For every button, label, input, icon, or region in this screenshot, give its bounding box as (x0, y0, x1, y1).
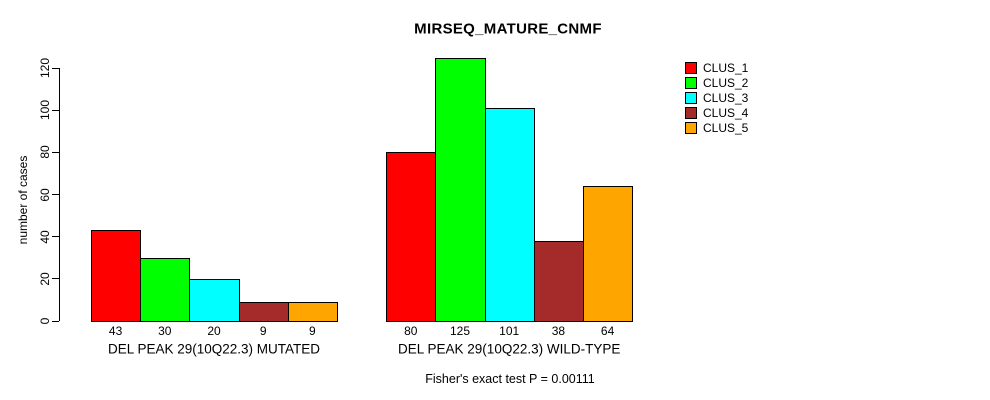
legend-swatch-clus_3 (685, 92, 697, 104)
group-label: DEL PEAK 29(10Q22.3) WILD-TYPE (398, 341, 621, 357)
y-axis-tick-label: 40 (38, 229, 52, 244)
bar-clus_1-group1 (91, 230, 142, 322)
bar-value-label: 43 (108, 324, 123, 338)
legend-label: CLUS_3 (703, 91, 749, 105)
bar-value-label: 80 (404, 324, 418, 338)
bar-clus_4-group2 (533, 240, 584, 322)
bar-value-label: 9 (259, 324, 267, 338)
legend-swatch-clus_4 (685, 107, 697, 119)
bar-clus_3-group1 (189, 278, 240, 322)
bar-clus_2-group2 (435, 57, 486, 322)
legend-swatch-clus_5 (685, 122, 697, 134)
y-axis-tick (52, 67, 59, 69)
chart-title: MIRSEQ_MATURE_CNMF (414, 20, 602, 38)
y-axis-tick-label: 20 (38, 272, 52, 286)
legend-item-clus_3: CLUS_3 (685, 92, 748, 104)
bar-clus_5-group1 (287, 302, 338, 322)
legend: CLUS_1 CLUS_2 CLUS_3 CLUS_4 CLUS_5 (685, 62, 748, 137)
y-axis-tick-label: 80 (38, 145, 52, 160)
y-axis-tick (52, 236, 59, 238)
legend-swatch-clus_2 (685, 77, 697, 89)
bar-value-label: 30 (158, 324, 172, 338)
y-axis-tick-label: 120 (38, 58, 52, 79)
y-axis-tick-label: 60 (38, 187, 52, 202)
bar-clus_4-group1 (238, 302, 289, 322)
legend-label: CLUS_2 (703, 76, 749, 90)
y-axis-tick-label: 0 (38, 317, 52, 325)
legend-swatch-clus_1 (685, 62, 697, 74)
bar-value-label: 9 (309, 324, 316, 338)
bar-value-label: 20 (207, 324, 221, 338)
y-axis-tick (52, 320, 59, 322)
bar-value-label: 125 (449, 324, 471, 338)
bar-clus_5-group2 (583, 186, 634, 322)
legend-item-clus_2: CLUS_2 (685, 77, 748, 89)
y-axis-line (59, 68, 60, 321)
y-axis-tick-label: 100 (38, 100, 52, 121)
y-axis-tick (52, 151, 59, 153)
bar-clus_3-group2 (484, 108, 535, 322)
bar-clus_1-group2 (386, 152, 437, 322)
bar-clus_2-group1 (140, 257, 191, 322)
legend-item-clus_4: CLUS_4 (685, 107, 748, 119)
bar-value-label: 38 (551, 324, 566, 338)
fisher-test-annotation: Fisher's exact test P = 0.00111 (425, 372, 595, 386)
y-axis-tick (52, 278, 59, 280)
y-axis-tick (52, 194, 59, 196)
legend-item-clus_5: CLUS_5 (685, 122, 748, 134)
legend-label: CLUS_4 (703, 106, 749, 120)
legend-label: CLUS_1 (703, 61, 749, 75)
bar-value-label: 101 (499, 324, 520, 338)
legend-item-clus_1: CLUS_1 (685, 62, 748, 74)
group-label: DEL PEAK 29(10Q22.3) MUTATED (107, 341, 321, 357)
legend-label: CLUS_5 (703, 121, 749, 135)
bar-value-label: 64 (600, 324, 615, 338)
y-axis-tick (52, 109, 59, 111)
